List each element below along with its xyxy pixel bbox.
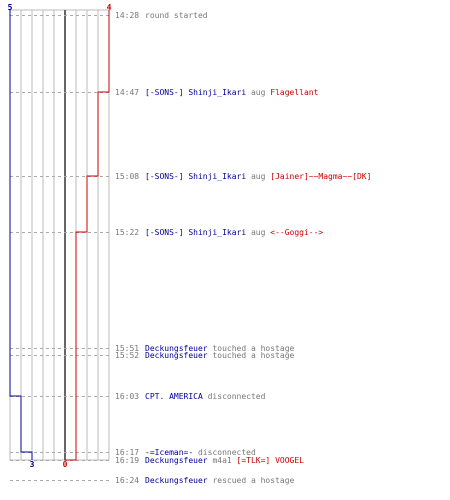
graph-frame [9, 9, 110, 461]
blue-team-line [9, 10, 33, 460]
event-action: round started [145, 11, 208, 20]
player-red: <--Goggi--> [270, 228, 324, 237]
event-time: 15:08 [115, 172, 140, 181]
player-blue: Deckungsfeuer [145, 476, 208, 485]
event-action: m4a1 [207, 456, 237, 465]
event-text: -=Iceman=- disconnected [145, 448, 256, 457]
player-blue: Deckungsfeuer [145, 351, 208, 360]
event-text: [-SONS-] Shinji_Ikari aug <--Goggi--> [145, 228, 323, 237]
player-blue: [-SONS-] Shinji_Ikari [145, 88, 247, 97]
player-blue: [-SONS-] Shinji_Ikari [145, 172, 247, 181]
player-red: Flagellant [270, 88, 319, 97]
event-time: 16:24 [115, 476, 140, 485]
event-time: 14:28 [115, 11, 140, 20]
player-red: [=TLK=] VOOGEL [236, 456, 304, 465]
event-action: touched a hostage [207, 344, 295, 353]
event-action: aug [246, 88, 271, 97]
event-text: [-SONS-] Shinji_Ikari aug [Jainer]~~Magm… [145, 172, 371, 181]
event-time: 14:47 [115, 88, 140, 97]
event-action: disconnected [193, 448, 256, 457]
red-end-score: 0 [63, 460, 68, 469]
event-text: Deckungsfeuer touched a hostage [145, 344, 294, 353]
event-time: 16:19 [115, 456, 140, 465]
event-text: CPT. AMERICA disconnected [145, 392, 265, 401]
event-text: round started [145, 11, 208, 20]
player-blue: CPT. AMERICA [145, 392, 203, 401]
event-text: Deckungsfeuer rescued a hostage [145, 476, 294, 485]
event-action: disconnected [202, 392, 266, 401]
red-start-score: 4 [107, 3, 112, 12]
player-blue: Deckungsfeuer [145, 344, 208, 353]
blue-start-score: 5 [8, 3, 13, 12]
event-action: aug [246, 172, 271, 181]
event-time: 15:22 [115, 228, 140, 237]
event-action: rescued a hostage [207, 476, 295, 485]
event-action: touched a hostage [207, 351, 295, 360]
red-team-line [65, 10, 110, 461]
event-time: 16:03 [115, 392, 140, 401]
player-red: [Jainer]~~Magma~~[DK] [270, 172, 372, 181]
event-text: [-SONS-] Shinji_Ikari aug Flagellant [145, 88, 318, 97]
blue-end-score: 3 [30, 460, 35, 469]
event-time: 16:17 [115, 448, 140, 457]
event-text: Deckungsfeuer m4a1 [=TLK=] VOOGEL [145, 456, 304, 465]
event-action: aug [246, 228, 271, 237]
player-blue: -=Iceman=- [145, 448, 194, 457]
event-time: 15:52 [115, 351, 140, 360]
event-text: Deckungsfeuer touched a hostage [145, 351, 294, 360]
player-blue: [-SONS-] Shinji_Ikari [145, 228, 247, 237]
player-blue: Deckungsfeuer [145, 456, 208, 465]
event-time: 15:51 [115, 344, 140, 353]
